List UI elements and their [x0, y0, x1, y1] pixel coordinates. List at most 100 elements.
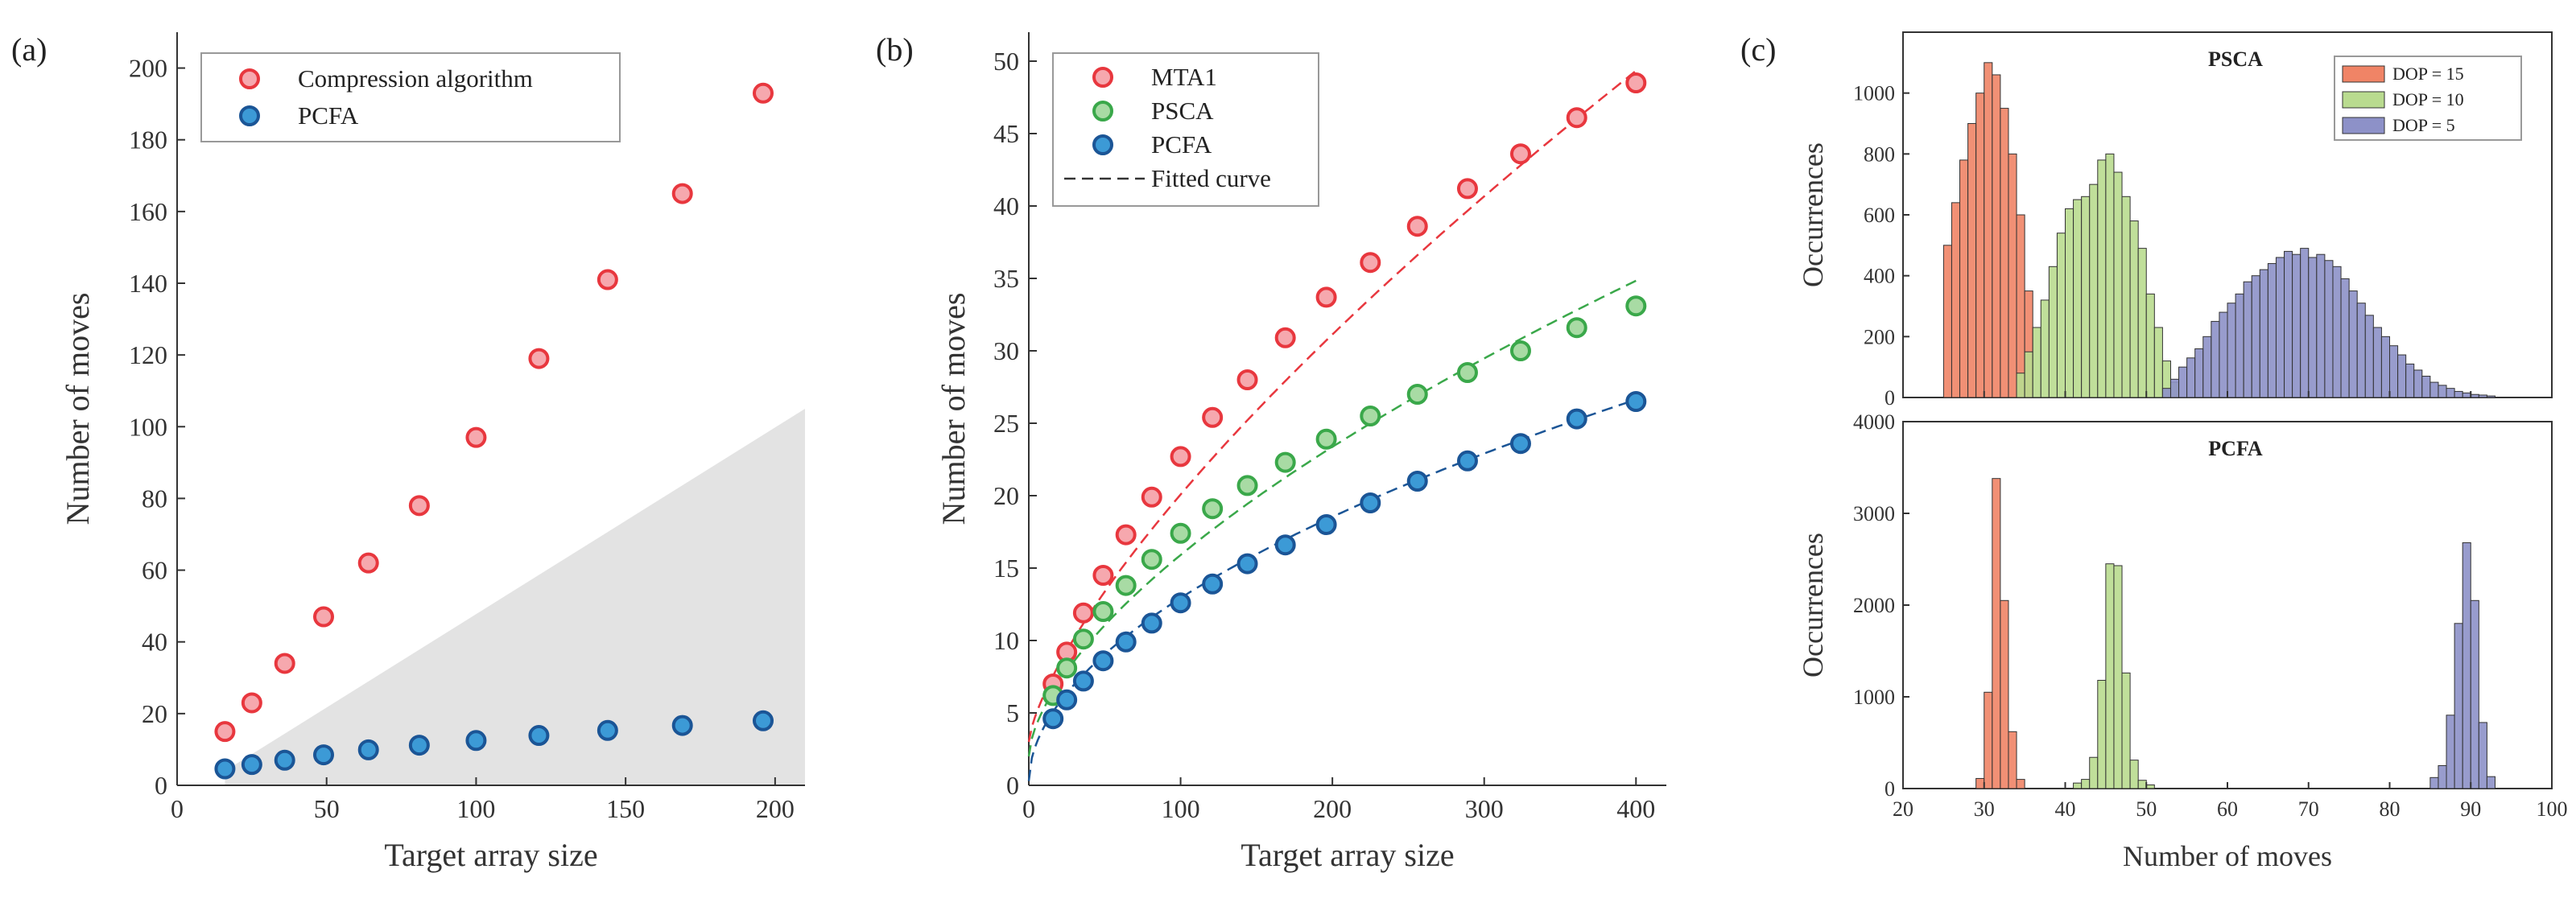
hist-bar: [2161, 388, 2171, 398]
hist-bar: [2389, 345, 2399, 398]
data-point: [1072, 670, 1094, 692]
hist-bar: [2372, 327, 2382, 398]
data-point: [1141, 486, 1162, 508]
y-axis-label: Number of moves: [60, 293, 96, 525]
hist-bar: [2137, 248, 2147, 398]
data-point: [408, 735, 430, 756]
hist-bar: [2462, 392, 2471, 398]
data-point: [1406, 384, 1428, 405]
data-point: [1236, 369, 1258, 390]
data-point: [241, 754, 262, 776]
y-tick-label: 0: [155, 771, 167, 800]
hist-series-dop15: [1942, 62, 2033, 398]
y-tick-label: 1000: [1853, 686, 1895, 709]
hist-bar: [2429, 381, 2439, 398]
data-point: [1509, 340, 1531, 361]
hist-bar: [2040, 299, 2050, 398]
hist-bar: [2332, 266, 2342, 398]
y-tick-label: 35: [993, 264, 1019, 293]
hist-bar: [2178, 366, 2188, 398]
data-point: [1170, 522, 1191, 544]
data-point: [1625, 72, 1647, 93]
x-tick-label: 100: [2537, 797, 2568, 821]
data-point: [1360, 492, 1381, 513]
hist-bar: [2438, 385, 2447, 398]
data-point: [313, 744, 334, 766]
x-tick-label: 90: [2460, 797, 2481, 821]
hist-bar: [2356, 303, 2366, 398]
legend-label: PSCA: [1151, 97, 1214, 125]
y-tick-label: 80: [142, 484, 167, 513]
data-point: [597, 269, 618, 290]
y-tick-label: 0: [1885, 386, 1895, 410]
hist-bar: [2081, 196, 2091, 398]
hist-bar: [2397, 354, 2407, 398]
data-point: [597, 719, 618, 741]
hist-bar: [2000, 108, 2009, 398]
y-tick-label: 200: [129, 54, 167, 83]
y-axis-label: Number of moves: [935, 293, 972, 525]
y-tick-label: 20: [993, 481, 1019, 510]
data-point: [1236, 475, 1258, 496]
hist-bar: [1984, 691, 1993, 789]
hist-bar: [2121, 672, 2131, 789]
hist-series-dop10: [2016, 153, 2180, 398]
hist-bar: [2105, 153, 2115, 398]
data-point: [528, 725, 550, 747]
data-point: [1115, 631, 1137, 653]
data-point: [1315, 428, 1337, 450]
hist-bar: [2153, 327, 2163, 398]
hist-bar: [2056, 233, 2066, 398]
hist-bar: [2478, 722, 2487, 789]
hist-bar: [2478, 394, 2487, 398]
data-point: [408, 495, 430, 517]
data-point: [274, 653, 295, 674]
x-tick-label: 0: [1022, 794, 1035, 823]
hist-bar: [2275, 257, 2285, 398]
hist-bar: [2308, 257, 2318, 398]
series-pcfa: [214, 710, 774, 780]
x-tick-label: 70: [2298, 797, 2319, 821]
hist-title: PSCA: [2208, 47, 2263, 71]
hist-bar: [2073, 199, 2083, 398]
data-point: [214, 758, 236, 780]
hist-bar: [2008, 731, 2017, 789]
hist-bar: [2413, 369, 2423, 398]
hist-bar: [2016, 373, 2025, 398]
hist-bar: [2097, 159, 2107, 398]
data-point: [1092, 650, 1114, 672]
hist-bar: [2259, 269, 2268, 398]
y-tick-label: 4000: [1853, 410, 1895, 434]
y-axis-label: Occurrences: [1797, 142, 1829, 287]
data-point: [671, 715, 693, 736]
y-tick-label: 0: [1006, 771, 1019, 800]
hist-bar: [2486, 776, 2496, 789]
x-tick-label: 20: [1893, 797, 1913, 821]
data-point: [1236, 553, 1258, 575]
y-tick-label: 160: [129, 197, 167, 226]
data-point: [1202, 406, 1224, 428]
hist-bar: [2016, 779, 2025, 789]
legend-c: DOP = 15 DOP = 10 DOP = 5: [2334, 56, 2522, 141]
hist-bar: [2211, 320, 2220, 398]
y-tick-label: 0: [1885, 777, 1895, 801]
legend-label: DOP = 10: [2392, 89, 2464, 109]
data-point: [1406, 471, 1428, 492]
hist-bar: [2186, 357, 2196, 398]
hist-bar: [2470, 599, 2479, 789]
data-point: [214, 721, 236, 743]
data-point: [1092, 565, 1114, 586]
data-point: [1092, 601, 1114, 622]
hist-bar: [2219, 311, 2228, 398]
y-tick-label: 50: [993, 47, 1019, 76]
hist-bar: [1975, 93, 1985, 398]
x-axis-label: Target array size: [384, 837, 597, 873]
hist-bar: [1984, 62, 1993, 398]
panel-label-a: (a): [11, 31, 47, 68]
legend-marker: [239, 105, 260, 126]
y-tick-label: 5: [1006, 698, 1019, 727]
data-point: [1202, 573, 1224, 595]
data-point: [1360, 252, 1381, 274]
hist-bar: [2243, 281, 2252, 398]
